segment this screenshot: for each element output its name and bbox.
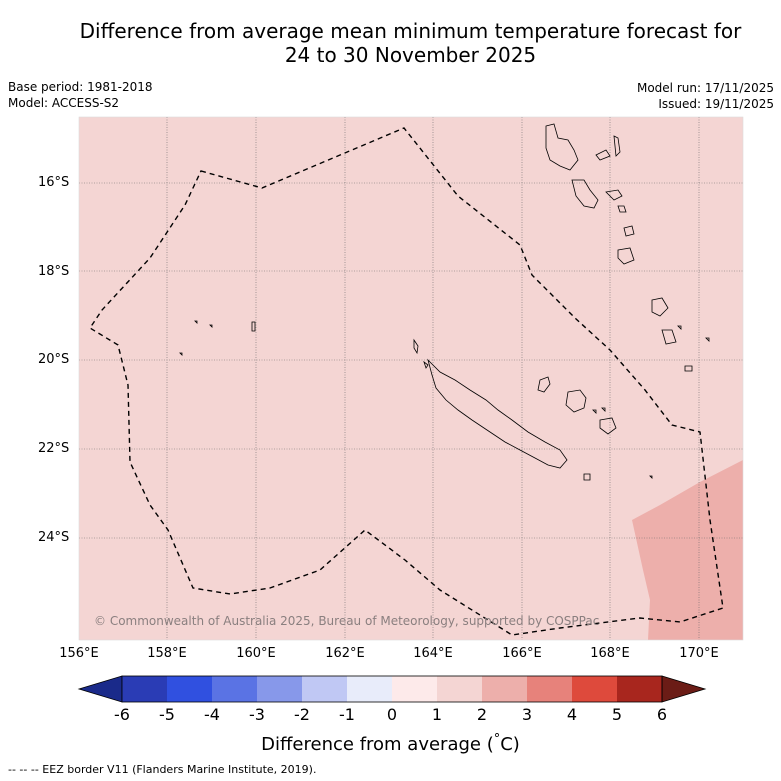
colorbar-segment (482, 676, 527, 702)
lat-label: 24°S (38, 530, 70, 545)
isle-of-pines (583, 473, 591, 481)
aneityum-island (661, 329, 677, 345)
lat-label: 18°S (38, 264, 70, 279)
colorbar-label-degree: ° (493, 732, 501, 747)
colorbar-tick: 1 (431, 705, 443, 724)
reef-dot-2 (209, 324, 213, 328)
new-caledonia-island (427, 358, 568, 469)
model-run: Model run: 17/11/2025 (636, 81, 774, 95)
small-island-3 (601, 407, 606, 412)
colorbar-tick: 6 (656, 705, 668, 724)
small-island-1 (423, 360, 429, 369)
title-line-2: 24 to 30 November 2025 (284, 43, 537, 67)
lat-label: 16°S (38, 175, 70, 190)
title-line-1: Difference from average mean minimum tem… (79, 19, 742, 43)
colorbar-tick: -1 (339, 705, 355, 724)
issued-date: Issued: 19/11/2025 (658, 97, 774, 111)
lon-label: 168°E (590, 646, 630, 661)
lon-label: 170°E (679, 646, 719, 661)
map-background (79, 117, 743, 640)
colorbar-tick: 2 (476, 705, 488, 724)
chesterfield-reef (251, 321, 256, 332)
small-island-4 (677, 325, 682, 330)
warm-anomaly-region (632, 460, 743, 640)
model-name: Model: ACCESS-S2 (8, 96, 120, 110)
colorbar-extend-high (661, 675, 707, 703)
colorbar-segment (572, 676, 617, 702)
colorbar-segment (302, 676, 347, 702)
lat-label: 22°S (38, 441, 70, 456)
base-period: Base period: 1981-2018 (8, 80, 153, 94)
colorbar-segment (392, 676, 437, 702)
tanna-island (651, 297, 669, 317)
gridlines (79, 117, 743, 640)
reef-dot-1 (194, 320, 198, 324)
colorbar-tick: 5 (611, 705, 623, 724)
colorbar-label-unit: C) (500, 734, 520, 755)
lon-label: 164°E (413, 646, 453, 661)
ambrym-island (605, 189, 623, 201)
reef-dot-4 (649, 475, 653, 479)
colorbar-label: Difference from average (°C) (0, 732, 781, 755)
lon-label: 158°E (147, 646, 187, 661)
epi-island (617, 205, 627, 213)
colorbar-tick: 4 (566, 705, 578, 724)
colorbar (77, 675, 707, 703)
colorbar-segment (347, 676, 392, 702)
ouvea-island (537, 376, 551, 393)
colorbar-tick: 0 (386, 705, 398, 724)
footnote: -- -- -- EEZ border V11 (Flanders Marine… (8, 763, 317, 776)
colorbar-tick: -4 (204, 705, 220, 724)
colorbar-segment (122, 676, 167, 702)
colorbar-tick: -2 (294, 705, 310, 724)
lat-label: 20°S (38, 352, 70, 367)
colorbar-tick: -6 (114, 705, 130, 724)
meta-left: Base period: 1981-2018 Model: ACCESS-S2 (8, 79, 153, 111)
colorbar-outline (121, 675, 663, 703)
lon-label: 166°E (502, 646, 542, 661)
small-island-5 (705, 337, 710, 342)
lifou-island (565, 389, 587, 413)
colorbar-segment (257, 676, 302, 702)
erromango-island (617, 247, 635, 265)
lon-label: 162°E (325, 646, 365, 661)
colorbar-segment (527, 676, 572, 702)
lon-label: 160°E (236, 646, 276, 661)
colorbar-tick: -3 (249, 705, 265, 724)
small-island-6 (684, 365, 693, 372)
efate-island (623, 225, 635, 237)
reef-dot-3 (179, 352, 183, 356)
colorbar-segment (617, 676, 662, 702)
mare-island (599, 417, 617, 435)
espiritu-santo-island (545, 123, 579, 171)
malekula-island (571, 179, 599, 209)
small-island-2 (592, 409, 597, 414)
colorbar-tick: 3 (521, 705, 533, 724)
colorbar-segment (167, 676, 212, 702)
colorbar-segment (212, 676, 257, 702)
meta-right: Model run: 17/11/2025 Issued: 19/11/2025 (637, 80, 774, 112)
lon-label: 156°E (59, 646, 99, 661)
colorbar-extend-low (77, 675, 123, 703)
belep-islands (413, 338, 419, 355)
copyright-notice: © Commonwealth of Australia 2025, Bureau… (94, 614, 600, 628)
map-frame (78, 116, 744, 641)
colorbar-label-text: Difference from average ( (261, 734, 494, 755)
coastlines (179, 123, 710, 481)
maewo-island (613, 135, 621, 157)
chart-title: Difference from average mean minimum tem… (0, 19, 781, 67)
ambae-island (595, 149, 611, 161)
colorbar-tick: -5 (159, 705, 175, 724)
colorbar-segment (437, 676, 482, 702)
